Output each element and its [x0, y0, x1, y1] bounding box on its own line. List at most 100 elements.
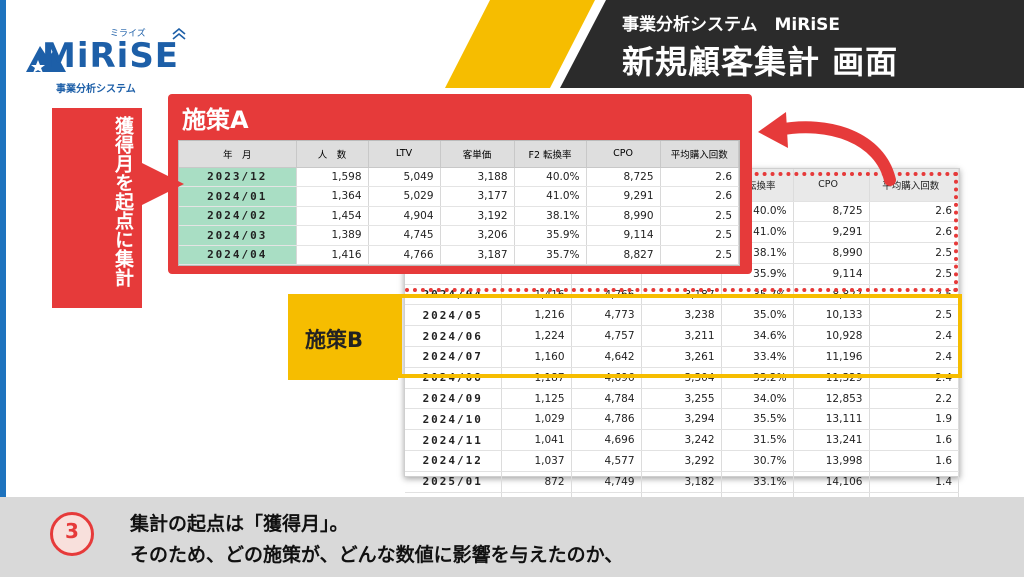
- month-cell: 2024/09: [405, 388, 502, 410]
- header-system-name: 事業分析システム MiRiSE: [622, 15, 841, 35]
- value-cell: 4,773: [571, 304, 642, 327]
- table-row: 2024/03 1,389 4,745 3,206 35.9% 9,114 2.5: [179, 225, 739, 246]
- value-cell: 4,696: [571, 429, 642, 452]
- value-cell: 9,291: [793, 221, 870, 244]
- month-cell: 2024/02: [179, 206, 297, 226]
- value-cell: 3,211: [641, 325, 722, 348]
- value-cell: 8,827: [586, 245, 661, 265]
- header-banner: [445, 0, 1024, 88]
- col-header: 年 月: [179, 141, 297, 168]
- month-cell: 2024/11: [405, 429, 502, 452]
- value-cell: 1,029: [501, 408, 572, 431]
- step-number: 3: [65, 519, 79, 543]
- value-cell: 1,224: [501, 325, 572, 348]
- value-cell: 35.0%: [721, 304, 794, 327]
- value-cell: 3,182: [641, 471, 722, 493]
- value-cell: 1,454: [296, 206, 369, 226]
- value-cell: 9,291: [586, 186, 661, 207]
- chevron-up-icon: [172, 28, 186, 40]
- value-cell: 9,114: [793, 263, 870, 285]
- table-row: 2023/12 1,598 5,049 3,188 40.0% 8,725 2.6: [179, 167, 739, 187]
- value-cell: 12,853: [793, 388, 870, 410]
- table-row: 2024/12 1,037 4,577 3,292 30.7% 13,998 1.6: [405, 450, 959, 472]
- value-cell: 1,216: [501, 304, 572, 327]
- month-cell: 2024/06: [405, 325, 502, 348]
- value-cell: 14,106: [793, 471, 870, 493]
- value-cell: 33.4%: [721, 346, 794, 368]
- logo-wordmark: MiRiSE: [42, 36, 180, 76]
- value-cell: 1,160: [501, 346, 572, 368]
- value-cell: 1,389: [296, 225, 369, 246]
- mirise-logo: MiRiSE ミライズ 事業分析システム: [22, 22, 186, 95]
- value-cell: 2.6: [869, 201, 959, 223]
- policy-b-frame: [398, 294, 962, 378]
- value-cell: 3,294: [641, 408, 722, 431]
- col-header: 平均購入回数: [660, 141, 739, 168]
- caption-line-1: 集計の起点は「獲得月」。: [130, 513, 349, 535]
- table-row: 2024/04 1,416 4,766 3,187 35.7% 8,827 2.5: [179, 245, 739, 265]
- value-cell: 1,125: [501, 388, 572, 410]
- value-cell: 3,177: [440, 186, 515, 207]
- callout-pointer: [140, 162, 184, 206]
- value-cell: 1,041: [501, 429, 572, 452]
- policy-b-label-box: [288, 294, 398, 380]
- value-cell: 2.5: [660, 225, 739, 246]
- caption-bar: [0, 497, 1024, 577]
- value-cell: 1.6: [869, 429, 959, 452]
- value-cell: 8,990: [793, 242, 870, 264]
- value-cell: 3,188: [440, 167, 515, 187]
- month-cell: 2025/01: [405, 471, 502, 493]
- value-cell: 2.2: [869, 388, 959, 410]
- value-cell: 31.5%: [721, 429, 794, 452]
- value-cell: 2.5: [869, 263, 959, 285]
- value-cell: 3,238: [641, 304, 722, 327]
- col-header: LTV: [368, 141, 441, 168]
- value-cell: 8,725: [793, 201, 870, 223]
- value-cell: 13,111: [793, 408, 870, 431]
- table-row: 2024/02 1,454 4,904 3,192 38.1% 8,990 2.5: [179, 206, 739, 226]
- value-cell: 3,206: [440, 225, 515, 246]
- value-cell: 2.5: [660, 206, 739, 226]
- value-cell: 1,598: [296, 167, 369, 187]
- value-cell: 4,749: [571, 471, 642, 493]
- value-cell: 2.6: [869, 221, 959, 244]
- curved-arrow-icon: [758, 112, 896, 186]
- value-cell: 4,766: [368, 245, 441, 265]
- value-cell: 1,364: [296, 186, 369, 207]
- value-cell: 3,292: [641, 450, 722, 472]
- value-cell: 3,192: [440, 206, 515, 226]
- value-cell: 2.6: [660, 186, 739, 207]
- table-row: 2024/11 1,041 4,696 3,242 31.5% 13,241 1.6: [405, 429, 959, 452]
- col-header: 人 数: [296, 141, 369, 168]
- month-cell: 2024/05: [405, 304, 502, 327]
- value-cell: 33.1%: [721, 471, 794, 493]
- callout-box: [52, 108, 142, 308]
- value-cell: 1.9: [869, 408, 959, 431]
- table-row: 2024/08 1,187 4,696 3,304 33.2% 11,329 2.4: [405, 367, 959, 389]
- month-cell: 2024/07: [405, 346, 502, 368]
- policy-a-grid: 年 月 人 数 LTV 客単価 F2 転換率 CPO 平均購入回数 2023/1…: [179, 141, 739, 265]
- table-row: 2024/09 1,125 4,784 3,255 34.0% 12,853 2.2: [405, 388, 959, 410]
- col-header: 客単価: [440, 141, 515, 168]
- banner-dark-panel: [560, 0, 1024, 88]
- value-cell: 35.5%: [721, 408, 794, 431]
- left-edge-bar: [0, 0, 6, 497]
- value-cell: 38.1%: [514, 206, 587, 226]
- value-cell: 5,049: [368, 167, 441, 187]
- value-cell: 3,261: [641, 346, 722, 368]
- value-cell: 34.0%: [721, 388, 794, 410]
- caption-line-2: そのため、どの施策が、どんな数値に影響を与えたのか、: [130, 544, 624, 566]
- month-cell: 2024/01: [179, 186, 297, 207]
- banner-yellow-stripe: [445, 0, 595, 88]
- value-cell: 4,784: [571, 388, 642, 410]
- logo-kana: ミライズ: [110, 29, 146, 39]
- value-cell: 35.9%: [514, 225, 587, 246]
- month-cell: 2024/10: [405, 408, 502, 431]
- step-badge: [50, 512, 94, 556]
- value-cell: 3,255: [641, 388, 722, 410]
- value-cell: 2.5: [869, 242, 959, 264]
- policy-a-table: 年 月 人 数 LTV 客単価 F2 転換率 CPO 平均購入回数 2023/1…: [178, 140, 740, 266]
- table-row: 2025/01 872 4,749 3,182 33.1% 14,106 1.4: [405, 471, 959, 493]
- value-cell: 30.7%: [721, 450, 794, 472]
- table-header-row: 年 月 人 数 LTV 客単価 F2 転換率 CPO 平均購入回数: [179, 141, 739, 168]
